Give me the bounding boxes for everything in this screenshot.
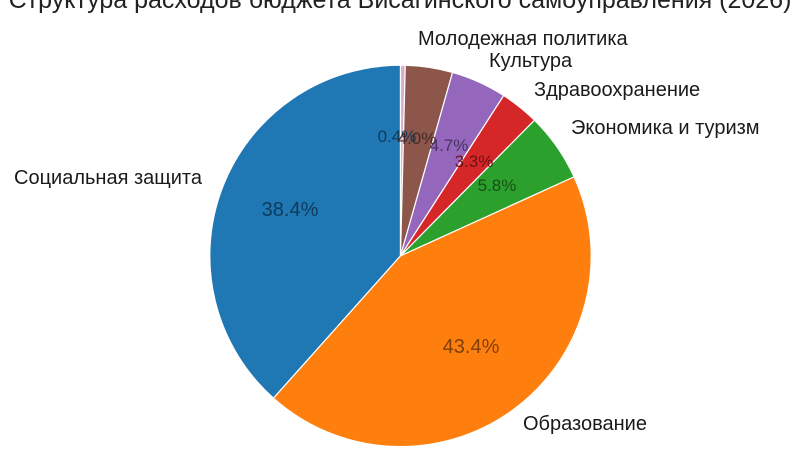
svg-text:3.3%: 3.3% [455, 152, 494, 171]
svg-text:5.8%: 5.8% [478, 176, 517, 195]
svg-text:38.4%: 38.4% [262, 199, 319, 221]
svg-text:43.4%: 43.4% [443, 336, 500, 358]
